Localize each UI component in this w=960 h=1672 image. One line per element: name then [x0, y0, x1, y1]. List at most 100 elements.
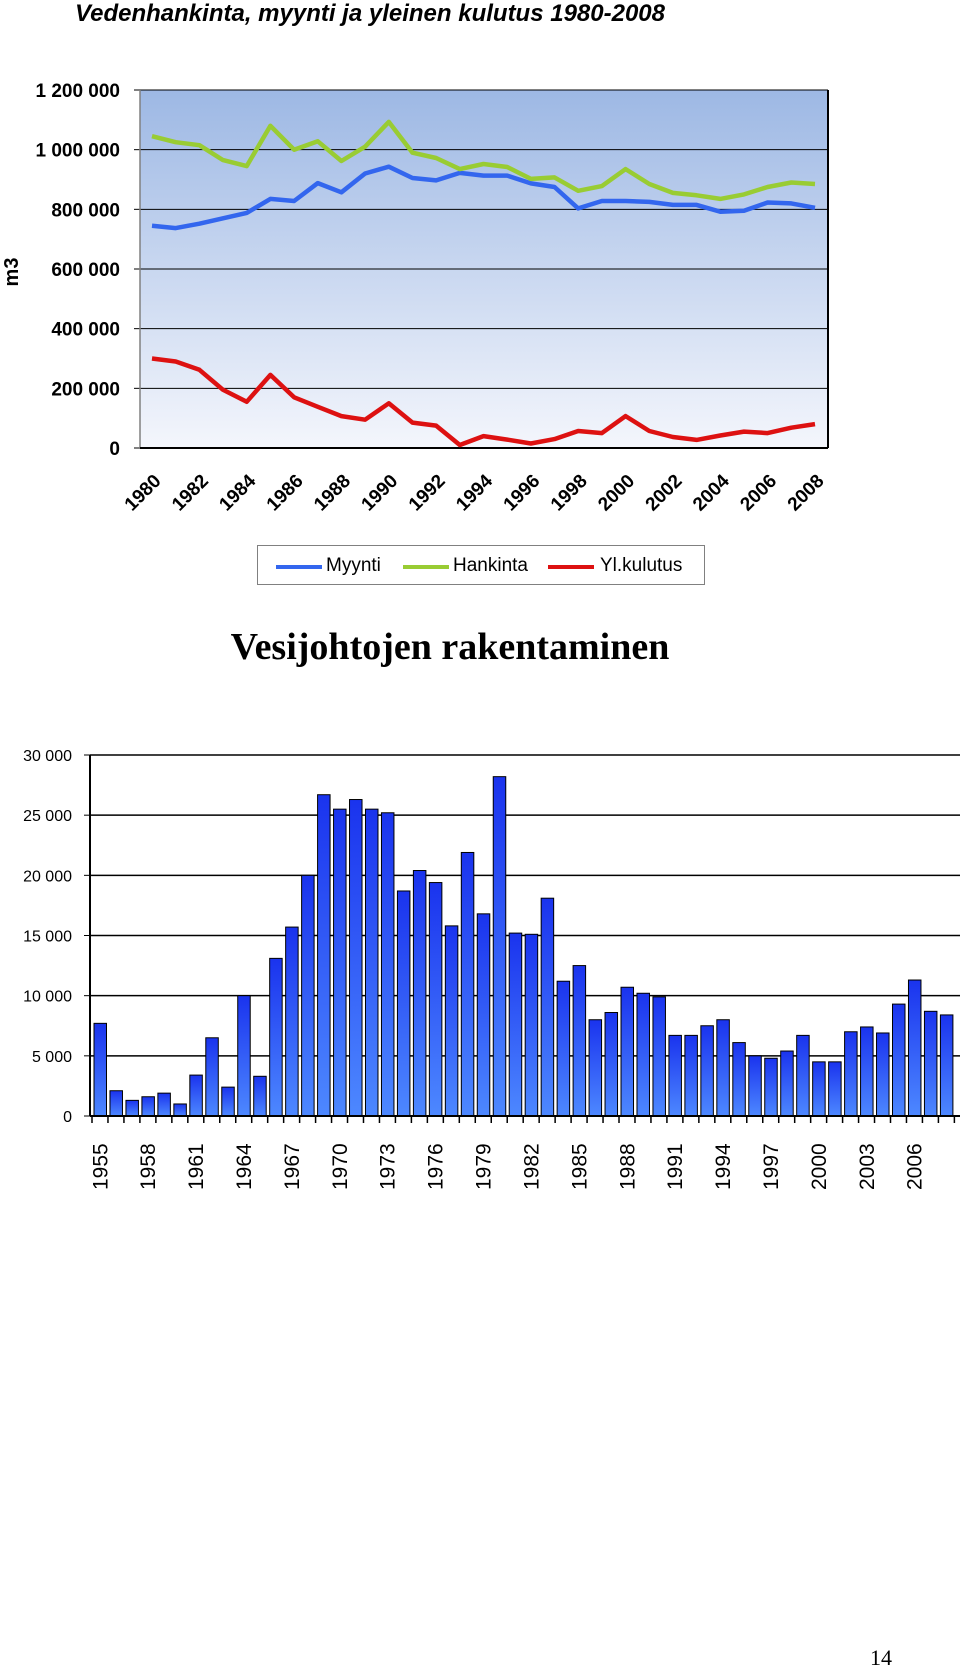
- y-tick-label: 30 000: [23, 748, 72, 765]
- x-tick-label: 1980: [121, 471, 166, 516]
- x-tick-label: 1976: [425, 1143, 448, 1190]
- bar-1973: [380, 812, 395, 1117]
- x-tick-label: 1991: [664, 1143, 687, 1190]
- legend-label-ylkulutus: Yl.kulutus: [600, 555, 683, 576]
- x-tick-label: 1979: [473, 1143, 496, 1190]
- x-tick-label: 2000: [808, 1143, 831, 1190]
- x-tick-label: 2006: [736, 471, 781, 516]
- x-tick-label: 1961: [185, 1143, 208, 1190]
- x-tick-label: 1982: [168, 471, 213, 516]
- x-tick-label: 2000: [594, 471, 639, 516]
- y-tick-label: 1 000 000: [35, 141, 120, 162]
- y-tick-label: 600 000: [51, 260, 120, 281]
- x-tick-label: 1996: [500, 471, 545, 516]
- bar-2003: [860, 1026, 874, 1117]
- bar-1967: [285, 926, 299, 1117]
- bar-2005: [892, 1003, 906, 1117]
- x-tick-label: 1988: [310, 471, 355, 516]
- bar-1959: [157, 1092, 171, 1117]
- legend-swatch-hankinta: [403, 565, 449, 569]
- y-tick-label: 800 000: [51, 200, 120, 221]
- bar-2001: [828, 1061, 842, 1117]
- y-tick-label: 1 200 000: [35, 81, 120, 102]
- bar-2006: [907, 979, 922, 1117]
- bar-1972: [364, 808, 379, 1117]
- y-tick-label: 20 000: [23, 868, 72, 885]
- bar-1997: [764, 1057, 778, 1117]
- bar-1968: [301, 874, 315, 1117]
- bar-2008: [939, 1014, 954, 1117]
- bar-1985: [572, 965, 587, 1117]
- bar-1957: [125, 1099, 139, 1117]
- bar-1980: [492, 776, 507, 1117]
- y-tick-label: 25 000: [23, 808, 72, 825]
- bar-1998: [780, 1050, 794, 1117]
- bar-1981: [508, 932, 523, 1117]
- x-tick-label: 1970: [329, 1143, 352, 1190]
- bar-1982: [524, 933, 539, 1117]
- bar-1976: [428, 882, 443, 1117]
- bar-2002: [844, 1031, 858, 1117]
- bar-1987: [604, 1012, 619, 1117]
- y-tick-label: 10 000: [23, 989, 72, 1006]
- y-tick-label: 5 000: [32, 1049, 72, 1066]
- bar-1995: [732, 1042, 746, 1117]
- bar-1979: [476, 913, 491, 1117]
- x-tick-label: 1985: [568, 1143, 591, 1190]
- x-tick-label: 2006: [904, 1143, 927, 1190]
- series-line-ylkulutus: [151, 356, 816, 448]
- line-chart-title: Vedenhankinta, myynti ja yleinen kulutus…: [75, 0, 666, 27]
- x-tick-label: 2008: [784, 471, 829, 516]
- x-tick-label: 1984: [216, 470, 261, 515]
- bar-1977: [444, 925, 459, 1117]
- bar-1999: [796, 1034, 810, 1117]
- x-tick-label: 1994: [712, 1143, 735, 1190]
- x-tick-label: 1964: [233, 1143, 256, 1190]
- bar-1958: [141, 1096, 155, 1117]
- bar-1961: [189, 1074, 203, 1117]
- bar-chart-title: Vesijohtojen rakentaminen: [230, 626, 670, 668]
- series-line-myynti: [151, 164, 816, 231]
- bar-1989: [636, 992, 650, 1117]
- x-tick-label: 1973: [377, 1143, 400, 1190]
- legend-swatch-ylkulutus: [548, 565, 594, 569]
- x-tick-label: 1958: [137, 1143, 160, 1190]
- x-tick-label: 2004: [689, 470, 734, 515]
- bar-1969: [317, 794, 331, 1117]
- x-tick-label: 1997: [760, 1143, 783, 1190]
- x-tick-label: 2003: [856, 1143, 879, 1190]
- bar-1974: [396, 890, 411, 1117]
- bar-1963: [221, 1086, 235, 1117]
- bar-1988: [620, 986, 635, 1117]
- bar-1964: [237, 995, 251, 1117]
- line-chart-legend: Myynti Hankinta Yl.kulutus: [257, 545, 705, 585]
- bar-1966: [269, 957, 283, 1117]
- x-tick-label: 2002: [642, 471, 687, 516]
- bar-1956: [109, 1090, 123, 1117]
- y-tick-label: 400 000: [51, 320, 120, 341]
- bar-1984: [556, 980, 571, 1117]
- x-tick-label: 1998: [547, 471, 592, 516]
- bar-1971: [349, 799, 363, 1117]
- bar-1965: [253, 1075, 267, 1117]
- legend-swatch-myynti: [276, 565, 322, 569]
- legend-label-hankinta: Hankinta: [453, 555, 528, 576]
- bar-1962: [205, 1037, 219, 1117]
- bar-1994: [716, 1019, 730, 1117]
- x-tick-label: 1955: [89, 1143, 112, 1190]
- bar-1991: [668, 1034, 682, 1117]
- bar-2007: [923, 1010, 938, 1117]
- x-tick-label: 1967: [281, 1143, 304, 1190]
- y-tick-label: 15 000: [23, 929, 72, 946]
- page-number: 14: [870, 1645, 892, 1670]
- bar-1986: [588, 1019, 603, 1117]
- x-tick-label: 1986: [263, 471, 308, 516]
- bar-1983: [540, 897, 555, 1117]
- bar-2000: [812, 1061, 826, 1117]
- bar-1992: [684, 1034, 698, 1117]
- series-line-hankinta: [151, 119, 816, 202]
- bar-1970: [333, 808, 347, 1117]
- y-tick-label: 0: [63, 1109, 72, 1126]
- x-tick-label: 1988: [616, 1143, 639, 1190]
- x-tick-label: 1994: [452, 470, 497, 515]
